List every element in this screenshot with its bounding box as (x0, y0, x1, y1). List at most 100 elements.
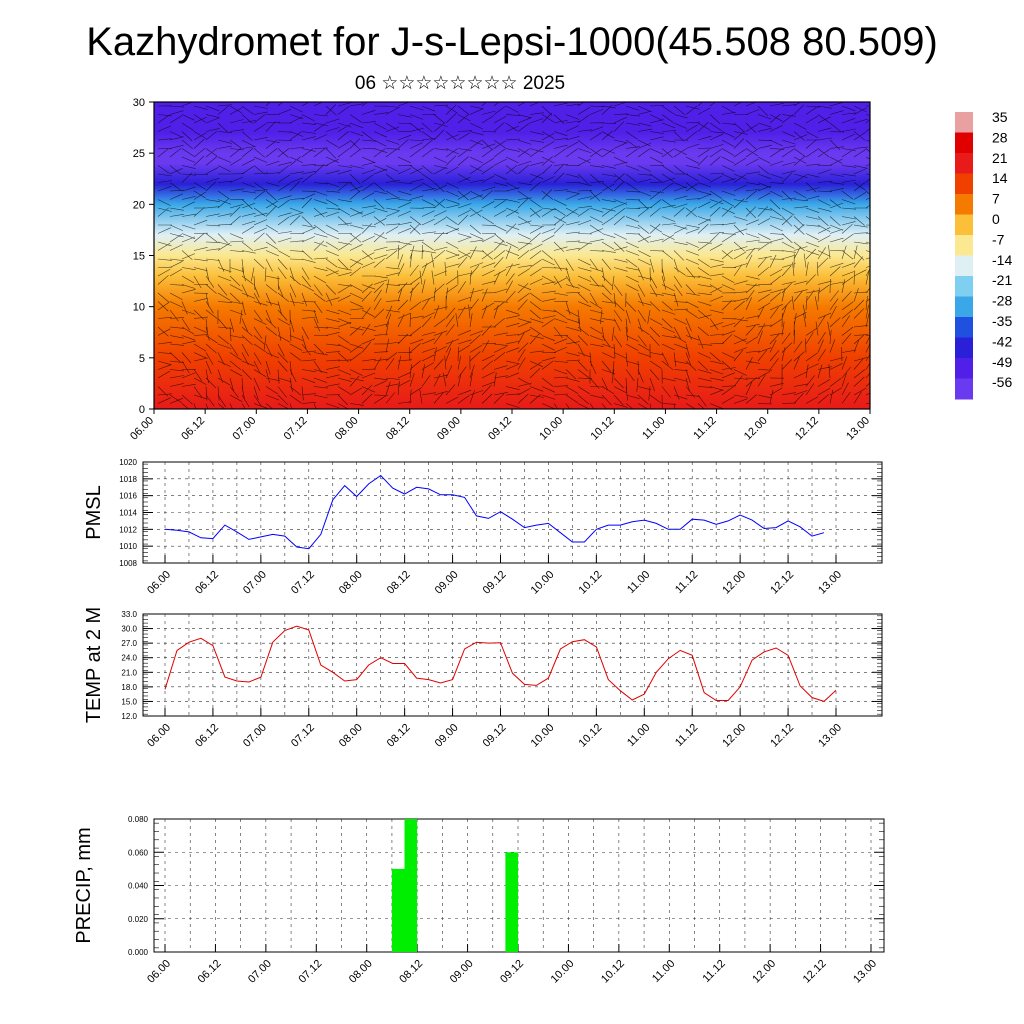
x-tick-label: 06.12 (193, 569, 221, 597)
x-tick-label: 06.00 (128, 415, 156, 443)
pmsl-panel: 1008 1010 1012 1014 1016 1018 1020 06.00 06.12 07… (83, 458, 883, 597)
chart-subtitle: 06 ☆☆☆☆☆☆☆☆ 2025 (354, 73, 566, 94)
colorbar-swatch (955, 132, 973, 154)
precip-bar (391, 868, 405, 952)
colorbar-label: 7 (992, 191, 1000, 207)
colorbar-swatch (955, 173, 973, 195)
x-tick-label: 07.12 (289, 569, 317, 597)
precip-panel: 0.000 0.020 0.040 0.060 0.080 06.00 06.12 07.00… (73, 815, 885, 986)
wind-vectors (157, 102, 870, 409)
x-tick-label: 07.00 (246, 958, 274, 986)
y-tick-label: 15.0 (121, 697, 137, 706)
x-tick-label: 08.00 (333, 415, 361, 443)
cross-section-panel: 0 5 10 15 20 25 30 06.00 06.12 07.00 07.12 08.00 08.… (128, 97, 872, 443)
x-tick-label: 10.12 (599, 958, 627, 986)
y-tick-label: 1018 (119, 475, 137, 484)
y-tick-label: 1014 (119, 509, 137, 518)
y-tick-label: 1016 (119, 492, 137, 501)
x-tick-label: 10.00 (529, 569, 557, 597)
colorbar-swatch (955, 255, 973, 277)
colorbar-swatch (955, 317, 973, 338)
colorbar-label: -21 (992, 272, 1012, 288)
grid (154, 818, 884, 953)
temp-panel: 12.0 15.0 18.0 21.0 24.0 27.0 30.0 33.0 06.00 06.… (83, 607, 883, 750)
x-tick-label: 07.00 (241, 722, 269, 750)
colorbar-swatch (955, 358, 973, 379)
grid (143, 461, 882, 564)
colorbar-label: 21 (992, 150, 1008, 166)
x-tick-label: 09.12 (481, 569, 509, 597)
x-tick-label: 13.00 (844, 415, 872, 443)
x-tick-label: 11.12 (691, 415, 718, 442)
x-tick-label: 06.00 (145, 722, 173, 750)
precip-bar (505, 852, 518, 953)
y-tick-label: 20 (133, 199, 145, 211)
y-tick-label: 24.0 (121, 654, 137, 663)
y-tick-label: 21.0 (121, 668, 137, 677)
colorbar-swatch (955, 194, 973, 215)
y-tick-label: 1010 (119, 542, 137, 551)
colorbar-label: -42 (992, 333, 1012, 349)
y-tick-label: 1012 (119, 525, 137, 534)
colorbar-swatch (955, 378, 973, 400)
x-tick-label: 09.00 (433, 722, 461, 750)
series-line (164, 474, 825, 550)
y-axis-label: TEMP at 2 M (83, 607, 105, 723)
colorbar-label: 0 (992, 211, 1000, 227)
x-tick-label: 12.12 (768, 569, 796, 597)
x-tick-label: 07.12 (289, 722, 317, 750)
x-tick-label: 11.00 (625, 722, 652, 749)
colorbar-label: -35 (992, 313, 1012, 329)
x-tick-label: 09.12 (498, 958, 526, 986)
x-tick-label: 06.12 (179, 415, 207, 443)
panel-frame (142, 461, 883, 564)
x-tick-label: 12.12 (793, 415, 821, 443)
colorbar-label: 28 (992, 129, 1008, 145)
y-axis-label: PMSL (83, 485, 105, 539)
y-axis-label: PRECIP, mm (73, 827, 95, 943)
x-tick-label: 08.12 (385, 569, 413, 597)
y-tick-label: 18.0 (121, 683, 137, 692)
x-tick-label: 09.12 (486, 415, 514, 443)
x-tick-label: 12.12 (768, 722, 796, 750)
x-tick-label: 06.00 (145, 958, 173, 986)
y-tick-label: 30.0 (121, 625, 137, 634)
x-tick-label: 06.12 (193, 722, 221, 750)
x-tick-label: 07.12 (282, 415, 310, 443)
colorbar-swatch (955, 153, 973, 174)
x-tick-label: 10.00 (529, 722, 557, 750)
colorbar-label: -49 (992, 354, 1012, 370)
x-tick-label: 07.12 (296, 958, 324, 986)
x-tick-label: 08.12 (397, 958, 425, 986)
chart-title: Kazhydromet for J-s-Lepsi-1000(45.508 80… (86, 20, 938, 64)
grid (143, 613, 882, 717)
y-tick-label: 0.060 (128, 848, 149, 857)
colorbar-label: -14 (992, 252, 1012, 268)
x-tick-label: 09.12 (481, 722, 509, 750)
colorbar-label: -7 (992, 231, 1005, 247)
x-tick-label: 10.00 (549, 958, 577, 986)
colorbar-swatch (955, 112, 973, 133)
colorbar-label: -28 (992, 293, 1012, 309)
x-tick-label: 06.00 (145, 569, 173, 597)
x-tick-label: 08.00 (347, 958, 375, 986)
x-tick-label: 13.00 (816, 569, 844, 597)
colorbar-swatch (955, 276, 973, 297)
x-tick-label: 13.00 (851, 958, 879, 986)
y-tick-label: 0.040 (128, 882, 149, 891)
x-tick-label: 11.12 (673, 722, 700, 749)
x-tick-label: 09.00 (448, 958, 476, 986)
y-tick-label: 30 (133, 97, 145, 109)
x-tick-label: 09.00 (433, 569, 461, 597)
x-tick-label: 07.00 (230, 415, 258, 443)
x-tick-label: 11.12 (700, 958, 727, 985)
panel-frame (142, 613, 883, 717)
x-tick-label: 13.00 (816, 722, 844, 750)
temperature-field (154, 102, 870, 409)
y-tick-label: 33.0 (121, 610, 137, 619)
x-tick-label: 10.12 (588, 415, 616, 443)
y-tick-label: 12.0 (121, 712, 137, 721)
x-tick-label: 11.00 (625, 569, 652, 596)
x-tick-label: 07.00 (241, 569, 269, 597)
